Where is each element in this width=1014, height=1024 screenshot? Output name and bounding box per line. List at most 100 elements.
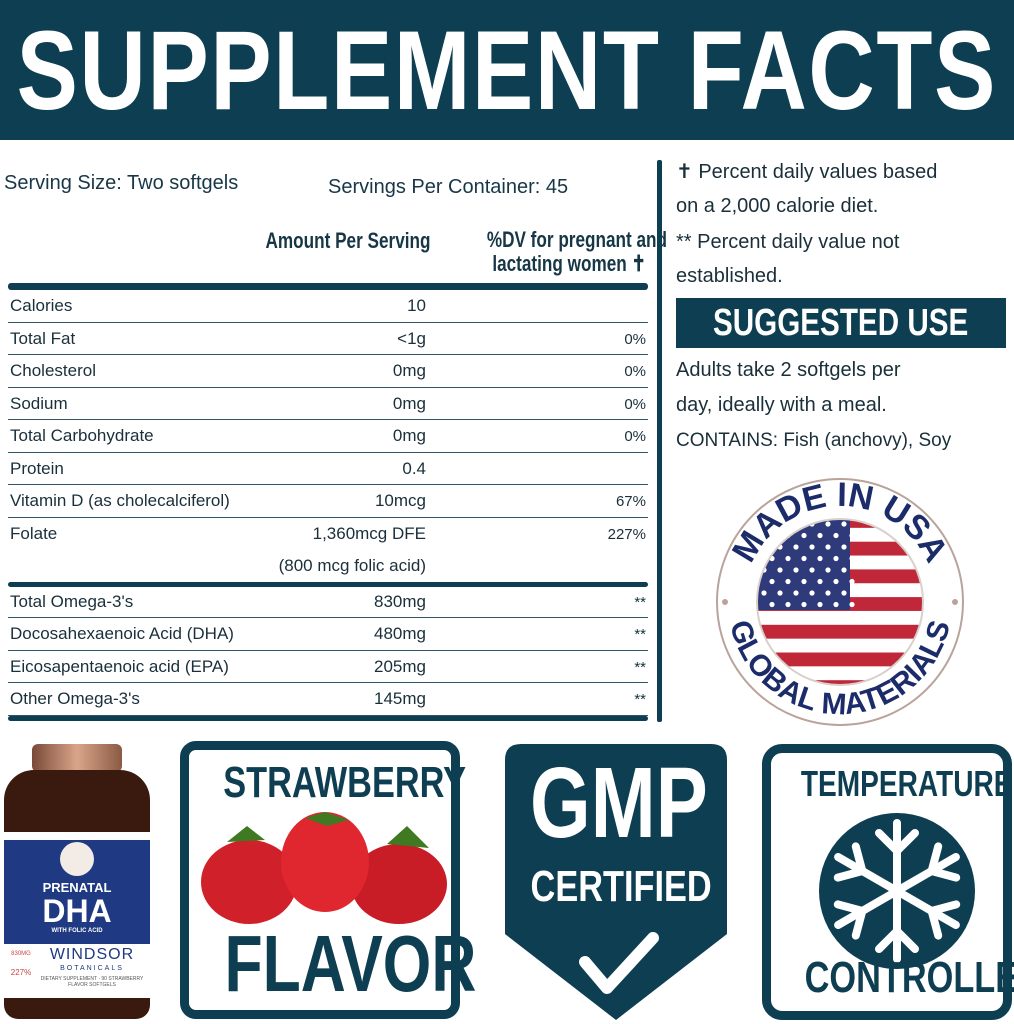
us-flag-icon xyxy=(757,519,923,685)
flag-star xyxy=(801,555,807,562)
nutrient-row: Folate 1,360mcg DFE (800 mcg folic acid)… xyxy=(8,518,648,580)
bottle-brand: WINDSOR xyxy=(49,946,135,963)
contains-allergens: CONTAINS: Fish (anchovy), Soy xyxy=(676,430,952,451)
nutrient-amount: 10 xyxy=(407,296,426,315)
suggested-use-title: SUGGESTED USE xyxy=(713,301,969,344)
nutrient-name: Sodium xyxy=(10,393,68,413)
nutrient-dv: ** xyxy=(634,658,646,676)
nutrient-row: Total Fat <1g 0% xyxy=(8,323,648,355)
flag-star xyxy=(841,590,847,596)
flavor-top-text: STRAWBERRY xyxy=(223,758,467,807)
nutrient-amount: 480mg xyxy=(374,624,426,643)
dv-header-2: lactating women ✝ xyxy=(492,251,646,276)
vertical-divider xyxy=(657,160,662,722)
snowflake-icon xyxy=(819,813,975,969)
nutrient-dv: 0% xyxy=(624,330,646,348)
flag-star xyxy=(809,567,815,573)
thick-divider xyxy=(8,581,648,587)
nutrient-row: Other Omega-3's 145mg ** xyxy=(8,683,648,716)
bottle-prenatal: PRENATAL xyxy=(42,880,112,895)
suggested-use-line1: Adults take 2 softgels per xyxy=(676,359,901,381)
flag-star xyxy=(841,521,847,527)
nutrient-row: Calories 10 xyxy=(8,290,648,323)
amount-header: Amount Per Serving xyxy=(265,228,430,253)
nutrient-dv: 0% xyxy=(624,428,646,445)
flag-star xyxy=(825,590,831,596)
nutrient-row: Total Carbohydrate 0mg 0% xyxy=(8,420,648,453)
flag-star xyxy=(825,521,831,527)
nutrient-name: Eicosapentaenoic acid (EPA) xyxy=(10,656,229,676)
suggested-use-banner: SUGGESTED USE xyxy=(676,298,1006,348)
nutrient-row: Cholesterol 0mg 0% xyxy=(8,355,648,388)
nutrient-amount: 830mg xyxy=(374,591,426,611)
flag-star xyxy=(833,578,839,585)
flag-star xyxy=(817,578,823,585)
header-banner: SUPPLEMENT FACTS xyxy=(0,0,1014,140)
nutrient-row: Docosahexaenoic Acid (DHA) 480mg ** xyxy=(8,618,648,651)
na-note-1: ** Percent daily value not xyxy=(676,231,900,253)
dv-note-1: ✝ Percent daily values based xyxy=(676,161,938,183)
nutrient-dv: 227% xyxy=(607,525,646,543)
flag-star xyxy=(817,601,823,608)
dv-header-1: %DV for pregnant and xyxy=(486,227,668,252)
nutrient-amount: 145mg xyxy=(374,689,426,708)
nutrient-row: Protein 0.4 xyxy=(8,453,648,485)
flag-star xyxy=(769,578,775,585)
thick-divider xyxy=(8,283,648,290)
gmp-text: GMP xyxy=(530,747,708,859)
nutrient-amount: 205mg xyxy=(374,656,426,676)
page-title: SUPPLEMENT FACTS xyxy=(16,7,998,133)
bottle-footer: DIETARY SUPPLEMENT · 90 STRAWBERRY FLAVO… xyxy=(40,976,144,988)
nutrient-dv: ** xyxy=(634,593,646,611)
flag-star xyxy=(801,601,807,608)
flag-star xyxy=(769,601,775,608)
nutrient-dv: 67% xyxy=(615,493,646,510)
nutrient-dv: ** xyxy=(634,626,646,643)
nutrient-row: Sodium 0mg 0% xyxy=(8,388,648,420)
flag-star xyxy=(833,555,839,562)
flag-star xyxy=(785,555,791,562)
flag-star xyxy=(849,578,855,585)
made-in-usa-seal: MADE IN USA GLOBAL MATERIALS xyxy=(716,476,964,726)
strawberry-icon xyxy=(201,812,447,924)
nutrient-name: Calories xyxy=(10,296,73,315)
bottle-folic: WITH FOLIC ACID xyxy=(51,928,103,934)
flag-star xyxy=(785,578,791,585)
nutrient-amount-detail: (800 mcg folic acid) xyxy=(278,555,426,575)
flag-star xyxy=(833,532,839,539)
nutrient-name: Docosahexaenoic Acid (DHA) xyxy=(10,624,234,643)
flag-star xyxy=(785,601,791,608)
nutrient-dv: 0% xyxy=(624,363,646,380)
nutrient-row: Eicosapentaenoic acid (EPA) 205mg ** xyxy=(8,651,648,683)
flag-star xyxy=(793,544,799,550)
product-bottle: PRENATAL DHA WITH FOLIC ACID 830MG 227% … xyxy=(4,744,150,1019)
bottle-dha: DHA xyxy=(42,893,112,929)
suggested-use-line2: day, ideally with a meal. xyxy=(676,394,887,416)
flag-stripe xyxy=(757,624,923,639)
nutrient-dv: 0% xyxy=(624,395,646,413)
bottom-divider xyxy=(8,715,648,721)
nutrient-name: Folate xyxy=(10,523,58,543)
flag-star xyxy=(833,601,839,608)
nutrient-dv: ** xyxy=(634,691,646,708)
temp-bottom-text: CONTROLLED xyxy=(804,953,1014,1002)
gmp-certified-badge: GMP CERTIFIED xyxy=(505,744,727,1020)
tree-logo-icon xyxy=(60,842,94,876)
flag-stripe xyxy=(757,680,923,685)
nutrient-amount: 0mg xyxy=(392,361,426,380)
dv-note-2: on a 2,000 calorie diet. xyxy=(676,195,879,217)
nutrient-row: Total Omega-3's 830mg ** xyxy=(8,586,648,618)
flag-star xyxy=(817,555,823,562)
nutrient-amount: 1,360mcg DFE xyxy=(312,523,426,543)
flag-star xyxy=(849,555,855,562)
flag-star xyxy=(793,590,799,596)
nutrient-name: Vitamin D (as cholecalciferol) xyxy=(10,491,230,510)
flag-star xyxy=(777,590,783,596)
temperature-controlled-badge: TEMPERATURE CONTROLLED xyxy=(762,744,1014,1020)
flag-star xyxy=(841,544,847,550)
flag-star xyxy=(849,532,855,539)
flag-star xyxy=(777,567,783,573)
flag-stripe xyxy=(757,652,923,667)
nutrient-row: Vitamin D (as cholecalciferol) 10mcg 67% xyxy=(8,485,648,518)
nutrient-name: Other Omega-3's xyxy=(10,689,140,708)
